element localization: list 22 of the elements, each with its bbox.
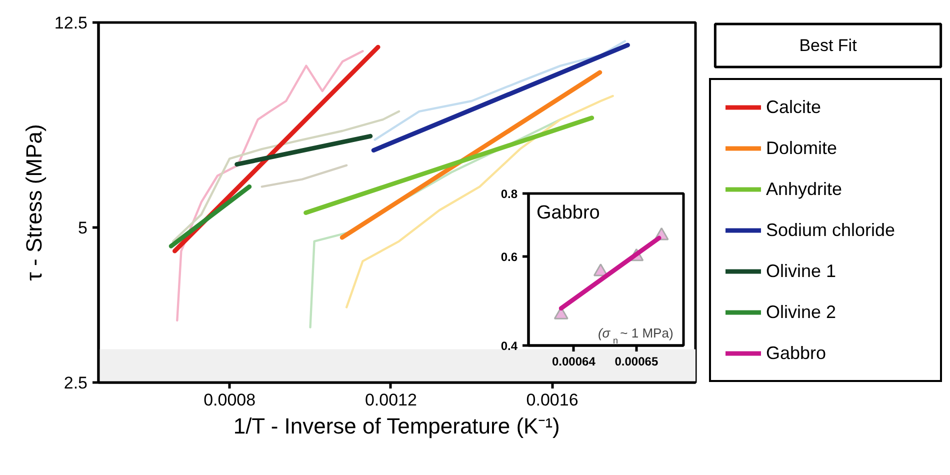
legend-label: Calcite <box>766 96 822 118</box>
y-tick-label: 2.5 <box>64 374 88 392</box>
legend-label: Dolomite <box>766 138 838 158</box>
y-tick-label: 5 <box>78 218 88 238</box>
legend-label: Olivine 1 <box>766 260 838 282</box>
y-tick-label: 0.6 <box>500 250 518 264</box>
legend-label: Gabbro <box>766 342 828 364</box>
legend-label: Olivine 2 <box>766 302 838 322</box>
legend-label: Sodium chloride <box>766 220 896 240</box>
y-axis-title: τ - Stress (MPa) <box>21 124 46 281</box>
y-tick-label: 0.8 <box>500 187 518 201</box>
legend-title: Best Fit <box>799 36 858 55</box>
x-tick-label: 0.0012 <box>364 390 417 410</box>
y-tick-label: 0.4 <box>500 339 518 353</box>
legend-label: Anhydrite <box>766 178 844 200</box>
y-tick-label: 12.5 <box>54 14 88 32</box>
x-tick-label: 0.0016 <box>526 390 578 410</box>
x-axis-title: 1/T - Inverse of Temperature (K⁻¹) <box>233 414 560 438</box>
x-tick-label: 0.00064 <box>552 354 596 368</box>
x-tick-label: 0.00065 <box>614 354 658 368</box>
text: Gabbro <box>536 202 600 224</box>
x-tick-label: 0.0008 <box>204 390 256 410</box>
